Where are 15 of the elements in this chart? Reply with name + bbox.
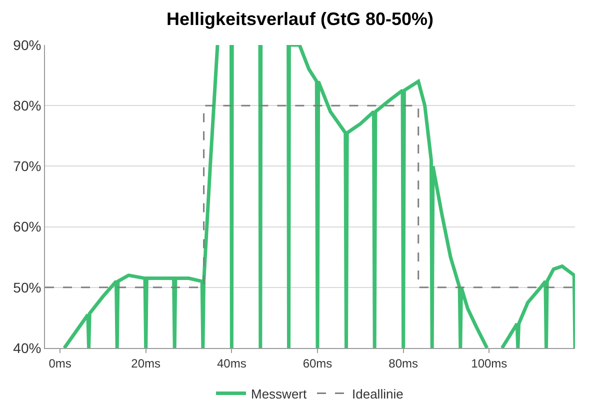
x-tick-label: 20ms — [131, 356, 161, 370]
y-tick-label: 70% — [13, 158, 42, 174]
y-tick-label: 60% — [13, 218, 42, 235]
chart-title: Helligkeitsverlauf (GtG 80-50%) — [166, 9, 434, 30]
y-tick-label: 90% — [13, 36, 42, 53]
x-tick-label: 60ms — [302, 356, 332, 370]
y-tick-label: 50% — [13, 279, 42, 296]
x-tick-label: 80ms — [388, 356, 418, 370]
x-tick-label: 100ms — [471, 356, 508, 370]
y-tick-label: 80% — [13, 98, 42, 114]
y-tick-label: 40% — [13, 340, 42, 356]
legend-label: Ideallinie — [352, 386, 404, 402]
x-tick-label: 0ms — [48, 356, 72, 370]
x-tick-label: 40ms — [217, 356, 246, 370]
legend-label: Messwert — [251, 386, 308, 402]
